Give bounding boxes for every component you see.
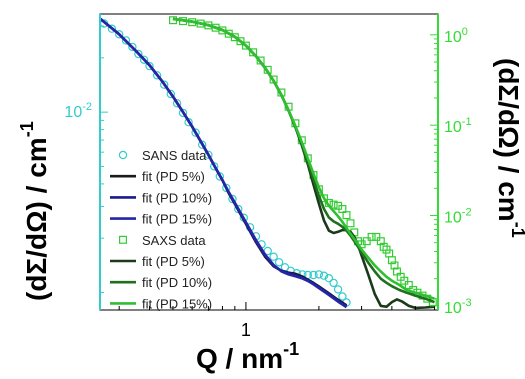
legend-label: fit (PD 15%) (142, 296, 212, 311)
data-point (128, 42, 137, 52)
data-point (367, 232, 376, 241)
right-axis-title: (dΣ/dΩ) / cm-1 (493, 58, 525, 238)
data-point (166, 89, 175, 99)
legend-label: SANS data (142, 148, 207, 163)
legend-label: fit (PD 15%) (142, 212, 212, 227)
data-point (314, 270, 324, 279)
data-point (241, 41, 250, 50)
data-point (362, 237, 371, 246)
legend-item: fit (PD 10%) (110, 190, 212, 205)
data-point (145, 61, 154, 71)
data-point (197, 140, 207, 149)
data-point (387, 256, 396, 265)
legend-label: fit (PD 5%) (142, 254, 205, 269)
data-point (329, 200, 338, 209)
data-point (324, 274, 334, 283)
legend-label: fit (PD 10%) (142, 275, 212, 290)
data-point (338, 292, 347, 301)
legend-item: SANS data (118, 148, 207, 163)
series-line (100, 17, 348, 309)
data-point (404, 281, 413, 290)
data-point (329, 278, 338, 288)
legend-item: fit (PD 5%) (110, 254, 205, 269)
left-axis-title: (dΣ/dΩ) / cm-1 (17, 121, 52, 301)
right-tick-label: 10-2 (444, 207, 472, 227)
legend-item: fit (PD 10%) (110, 275, 212, 290)
legend-item: SAXS data (118, 233, 206, 248)
right-tick-label: 100 (444, 26, 468, 46)
data-point (107, 24, 117, 33)
data-point (121, 36, 131, 45)
data-point (372, 232, 381, 241)
right-tick-label: 10-1 (444, 116, 472, 136)
series-0 (100, 19, 351, 307)
data-point (139, 55, 149, 65)
data-point (390, 261, 399, 270)
legend-item: fit (PD 5%) (110, 169, 205, 184)
data-point (338, 205, 347, 214)
data-point (342, 211, 351, 220)
series-3 (100, 17, 348, 309)
legend-swatch-square (118, 235, 127, 244)
data-point (236, 37, 245, 46)
series-layer (100, 16, 437, 310)
data-point (269, 252, 278, 261)
data-point (222, 183, 231, 193)
legend: SANS data fit (PD 5%) fit (PD 10%) fit (PD … (110, 148, 212, 311)
data-point (346, 219, 355, 228)
legend-item: fit (PD 15%) (110, 212, 212, 227)
data-point (204, 150, 213, 159)
data-point (191, 128, 200, 137)
right-tick-label: 10-3 (444, 297, 472, 317)
series-line (172, 17, 435, 300)
ticks-layer: 1 10-2 100 10-1 10-2 10-3 (64, 25, 472, 340)
legend-label: fit (PD 5%) (142, 169, 205, 184)
data-point (152, 71, 162, 80)
data-point (172, 99, 182, 108)
series-7 (172, 17, 435, 300)
legend-label: SAXS data (142, 233, 206, 248)
x-axis-title: Q / nm-1 (196, 339, 299, 374)
data-point (249, 48, 258, 57)
data-point (114, 30, 124, 39)
data-point (178, 108, 188, 118)
data-point (319, 271, 329, 280)
legend-label: fit (PD 10%) (142, 190, 212, 205)
data-point (274, 258, 284, 267)
data-point (228, 194, 237, 204)
data-point (309, 270, 318, 280)
series-4 (169, 16, 437, 307)
left-tick-label: 10-2 (64, 101, 92, 121)
data-point (134, 49, 143, 59)
data-point (159, 80, 169, 89)
data-point (333, 285, 343, 294)
legend-item: fit (PD 15%) (110, 296, 212, 311)
data-point (400, 276, 409, 285)
x-tick-label: 1 (241, 320, 251, 340)
legend-swatch-circle (118, 150, 128, 160)
